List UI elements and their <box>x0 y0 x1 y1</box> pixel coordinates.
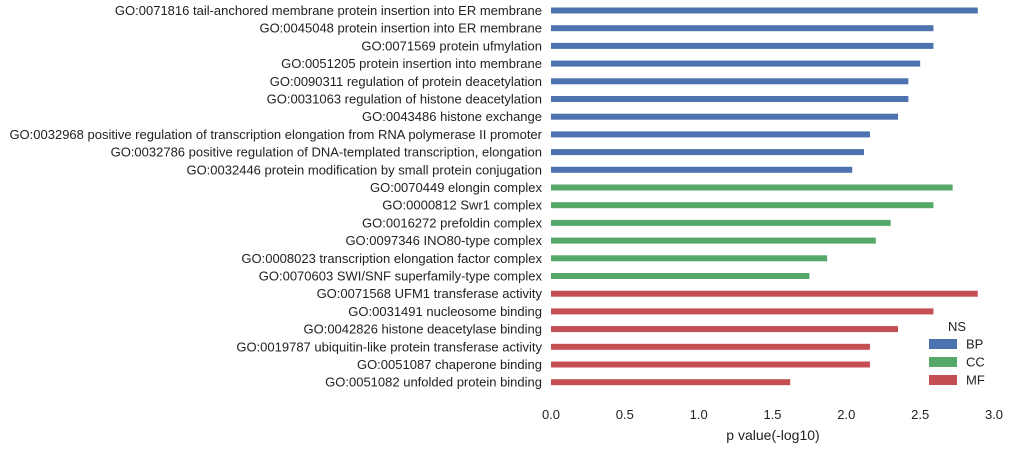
bar-cc <box>551 237 876 244</box>
bar-cc <box>551 219 891 226</box>
x-tick-label: 1.0 <box>690 407 708 422</box>
bar-cc <box>551 273 810 279</box>
category-label: GO:0031491 nucleosome binding <box>348 304 542 319</box>
legend-swatch-mf <box>929 375 957 385</box>
bar-bp <box>551 131 870 138</box>
x-tick-label: 2.5 <box>911 407 929 422</box>
bar-cc <box>551 202 934 209</box>
bar-bp <box>551 25 934 32</box>
bar-cc <box>551 184 953 191</box>
bar-bp <box>551 149 865 156</box>
category-label: GO:0045048 protein insertion into ER mem… <box>259 21 542 36</box>
category-label: GO:0043486 histone exchange <box>362 109 542 124</box>
legend-label-mf: MF <box>966 373 985 388</box>
category-label: GO:0019787 ubiquitin-like protein transf… <box>236 339 542 354</box>
category-label: GO:0051087 chaperone binding <box>357 357 542 372</box>
x-tick-label: 0.5 <box>616 407 634 422</box>
bar-mf <box>551 326 899 333</box>
legend-title: NS <box>948 319 966 334</box>
bar-mf <box>551 361 870 368</box>
category-label: GO:0031063 regulation of histone deacety… <box>267 92 542 107</box>
legend: NS BP CC MF <box>929 319 985 388</box>
bar-mf <box>551 308 934 315</box>
category-label: GO:0070449 elongin complex <box>370 180 543 195</box>
bar-bp <box>551 166 853 173</box>
category-label: GO:0016272 prefoldin complex <box>362 215 542 230</box>
category-label: GO:0032786 positive regulation of DNA-te… <box>111 145 542 160</box>
category-label: GO:0071568 UFM1 transferase activity <box>317 286 543 301</box>
category-label: GO:0097346 INO80-type complex <box>345 233 542 248</box>
x-tick-label: 1.5 <box>763 407 781 422</box>
category-label: GO:0008023 transcription elongation fact… <box>241 251 542 266</box>
category-label: GO:0071816 tail-anchored membrane protei… <box>115 3 542 18</box>
legend-entries: BP CC MF <box>929 337 985 388</box>
bar-mf <box>551 379 791 386</box>
bars-group <box>551 7 978 386</box>
legend-swatch-cc <box>929 357 957 367</box>
category-label: GO:0090311 regulation of protein deacety… <box>270 74 542 89</box>
bar-bp <box>551 113 899 120</box>
bar-bp <box>551 7 978 14</box>
bar-bp <box>551 96 909 102</box>
x-ticks-group: 0.0 0.5 1.0 1.5 2.0 2.5 3.0 <box>542 407 1003 422</box>
bar-bp <box>551 60 921 67</box>
x-tick-label: 2.0 <box>837 407 855 422</box>
x-axis-title: p value(-log10) <box>726 427 819 443</box>
category-label: GO:0042826 histone deacetylase binding <box>303 322 542 337</box>
bar-bp <box>551 42 934 49</box>
category-label: GO:0071569 protein ufmylation <box>361 38 542 53</box>
legend-label-cc: CC <box>966 355 985 370</box>
bar-mf <box>551 290 978 297</box>
category-label: GO:0051205 protein insertion into membra… <box>281 56 542 71</box>
category-label: GO:0032968 positive regulation of transc… <box>9 127 542 142</box>
category-label: GO:0032446 protein modification by small… <box>186 162 542 177</box>
x-tick-label: 0.0 <box>542 407 560 422</box>
x-tick-label: 3.0 <box>985 407 1003 422</box>
category-label: GO:0051082 unfolded protein binding <box>325 375 542 390</box>
legend-label-bp: BP <box>966 337 983 352</box>
bar-mf <box>551 343 870 350</box>
legend-swatch-bp <box>929 339 957 349</box>
category-labels-group: GO:0071816 tail-anchored membrane protei… <box>9 3 542 390</box>
category-label: GO:0000812 Swr1 complex <box>382 198 542 213</box>
category-label: GO:0070603 SWI/SNF superfamily-type comp… <box>259 269 543 284</box>
bar-cc <box>551 255 828 262</box>
bar-bp <box>551 78 909 85</box>
